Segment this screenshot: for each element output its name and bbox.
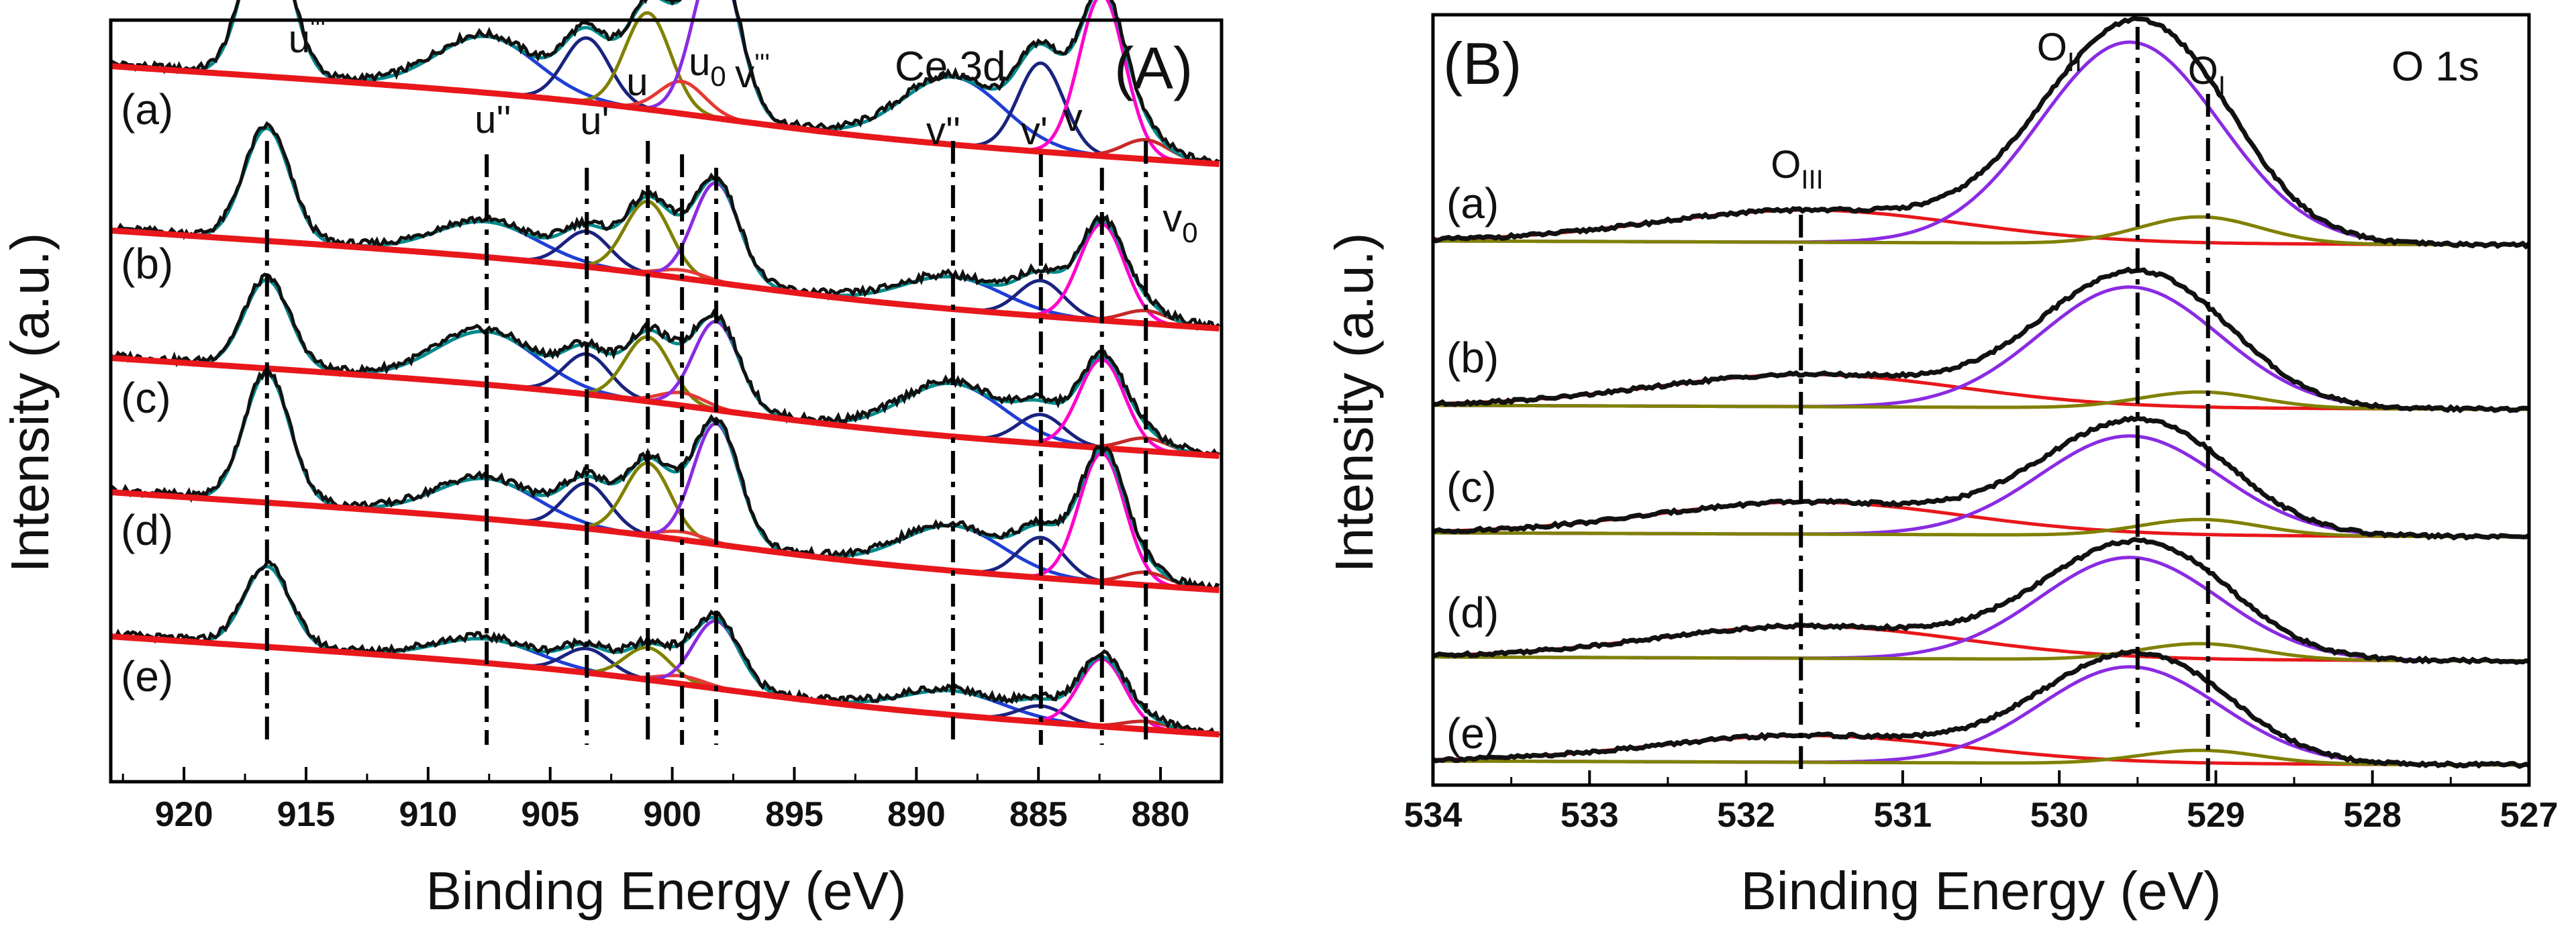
ce3d-peak-label-vpp: v'': [926, 109, 960, 153]
ce3d-xtick-label: 890: [887, 795, 946, 834]
o1s-raw-c: [1432, 415, 2530, 541]
ce3d-sample-label-b: (b): [121, 240, 173, 288]
ce3d-peak-label-v: v: [1063, 96, 1083, 140]
o1s-xtick-label: 527: [2500, 796, 2559, 835]
o1s-sample-label-d: (d): [1446, 588, 1499, 637]
o1s-xtick-label: 530: [2030, 796, 2089, 835]
ce3d-raw-c: [110, 272, 1221, 458]
ce3d-component-vpp-e: [110, 635, 1220, 736]
ce3d-sample-c: [110, 272, 1221, 459]
o1s-raw-b: [1432, 266, 2530, 414]
panel-a-ylabel: Intensity (a.u.): [0, 233, 60, 573]
o1s-sample-label-a: (a): [1446, 179, 1499, 227]
o1s-xtick-label: 529: [2187, 796, 2245, 835]
ce3d-component-v-c: [110, 356, 1220, 458]
panel-b-ylabel: Intensity (a.u.): [1324, 233, 1384, 573]
ce3d-peak-label-v0: v0: [1162, 197, 1197, 248]
o1s-component-OI-b: [1433, 390, 2529, 411]
ce3d-component-vp-c: [110, 356, 1220, 458]
o1s-sample-label-e: (e): [1446, 709, 1499, 758]
ce3d-xtick-label: 895: [765, 795, 824, 834]
panel-b-xlabel: Binding Energy (eV): [1741, 861, 2222, 921]
ce3d-component-v0-c: [110, 356, 1220, 458]
o1s-raw-e: [1432, 649, 2530, 770]
o1s-xtick-label: 532: [1717, 796, 1775, 835]
o1s-sample-b: [1432, 266, 2530, 414]
ce3d-xtick-label: 905: [521, 795, 579, 834]
o1s-sample-d: [1432, 537, 2530, 665]
o1s-component-OI-d: [1433, 641, 2529, 663]
o1s-xtick-label: 533: [1561, 796, 1619, 835]
ce3d-background-a: [110, 63, 1220, 167]
ce3d-background-c: [110, 355, 1220, 459]
panel-a-ce3d: 920 915 910 905 900 895 890 885 880 (A) Ce 3d u'…: [0, 0, 1224, 921]
panel-b-label: (B): [1443, 30, 1522, 97]
ce3d-sample-label-d: (d): [121, 506, 173, 554]
ce3d-peak-label-uppp: u''': [289, 14, 326, 61]
ce3d-raw-e: [110, 560, 1220, 737]
ce3d-peak-label-up: u': [580, 99, 609, 143]
ce3d-sample-e: [110, 560, 1220, 737]
o1s-sample-label-c: (c): [1446, 463, 1497, 511]
ce3d-component-uppp-b: [110, 126, 1220, 330]
panel-a-title: Ce 3d: [895, 44, 1005, 90]
ce3d-component-vpp-b: [110, 229, 1220, 330]
o1s-sample-a: [1431, 15, 2531, 250]
ce3d-raw-d: [109, 366, 1220, 593]
o1s-xtick-label: 528: [2343, 796, 2401, 835]
ce3d-component-u0-c: [110, 356, 1220, 458]
panel-b-o1s: 534 533 532 531 530 529 528 527 (B) O 1s OIII OI…: [1324, 13, 2559, 921]
ce3d-background-b: [110, 227, 1220, 331]
o1s-xtick-label: 531: [1873, 796, 1932, 835]
ce3d-peak-label-u0: u0: [689, 40, 726, 92]
o1s-peak-label-OII: OII: [2037, 25, 2082, 77]
o1s-component-OII-a: [1433, 40, 2529, 247]
ce3d-sample-a: [109, 0, 1220, 167]
panel-a-xlabel: Binding Energy (eV): [426, 861, 907, 921]
ce3d-peak-label-upp: u'': [475, 98, 511, 142]
ce3d-component-u0-a: [110, 64, 1220, 166]
o1s-raw-a: [1431, 15, 2531, 250]
ce3d-background-e: [110, 633, 1220, 737]
ce3d-envelope-b: [110, 126, 1220, 330]
o1s-component-OI-c: [1433, 517, 2529, 539]
ce3d-sample-label-c: (c): [121, 374, 171, 422]
ce3d-component-v0-a: [110, 64, 1220, 166]
ce3d-xtick-label: 920: [155, 795, 213, 834]
panel-a-frame: [109, 18, 1224, 784]
ce3d-sample-label-e: (e): [121, 652, 173, 701]
o1s-sample-c: [1432, 415, 2530, 541]
ce3d-component-vpp-a: [110, 64, 1220, 166]
ce3d-xtick-label: 910: [399, 795, 457, 834]
ce3d-component-vpp-c: [110, 356, 1220, 458]
ce3d-sample-b: [110, 121, 1220, 331]
o1s-sample-label-b: (b): [1446, 333, 1499, 382]
ce3d-raw-a: [109, 0, 1220, 166]
ce3d-xtick-label: 915: [277, 795, 336, 834]
ce3d-raw-b: [110, 121, 1220, 331]
o1s-component-OI-e: [1433, 748, 2529, 767]
ce3d-peak-label-vppp: v''': [735, 49, 770, 96]
o1s-peak-label-OIII: OIII: [1771, 143, 1823, 195]
ce3d-peak-label-u: u: [626, 60, 648, 104]
o1s-component-OI-a: [1433, 215, 2529, 247]
panel-b-title: O 1s: [2391, 44, 2479, 90]
panel-b-frame: [1431, 13, 2531, 787]
ce3d-sample-label-a: (a): [121, 85, 173, 134]
ce3d-peak-label-vp: v': [1021, 109, 1048, 153]
o1s-peak-label-OI: OI: [2188, 49, 2226, 101]
o1s-raw-d: [1432, 537, 2530, 665]
o1s-sample-e: [1432, 649, 2530, 770]
ce3d-xtick-label: 885: [1009, 795, 1068, 834]
ce3d-background-d: [110, 489, 1220, 593]
panel-a-label: (A): [1114, 35, 1193, 101]
ce3d-sample-d: [109, 366, 1220, 593]
ce3d-xtick-label: 900: [643, 795, 701, 834]
o1s-xtick-label: 534: [1404, 796, 1463, 835]
ce3d-xtick-label: 880: [1132, 795, 1190, 834]
